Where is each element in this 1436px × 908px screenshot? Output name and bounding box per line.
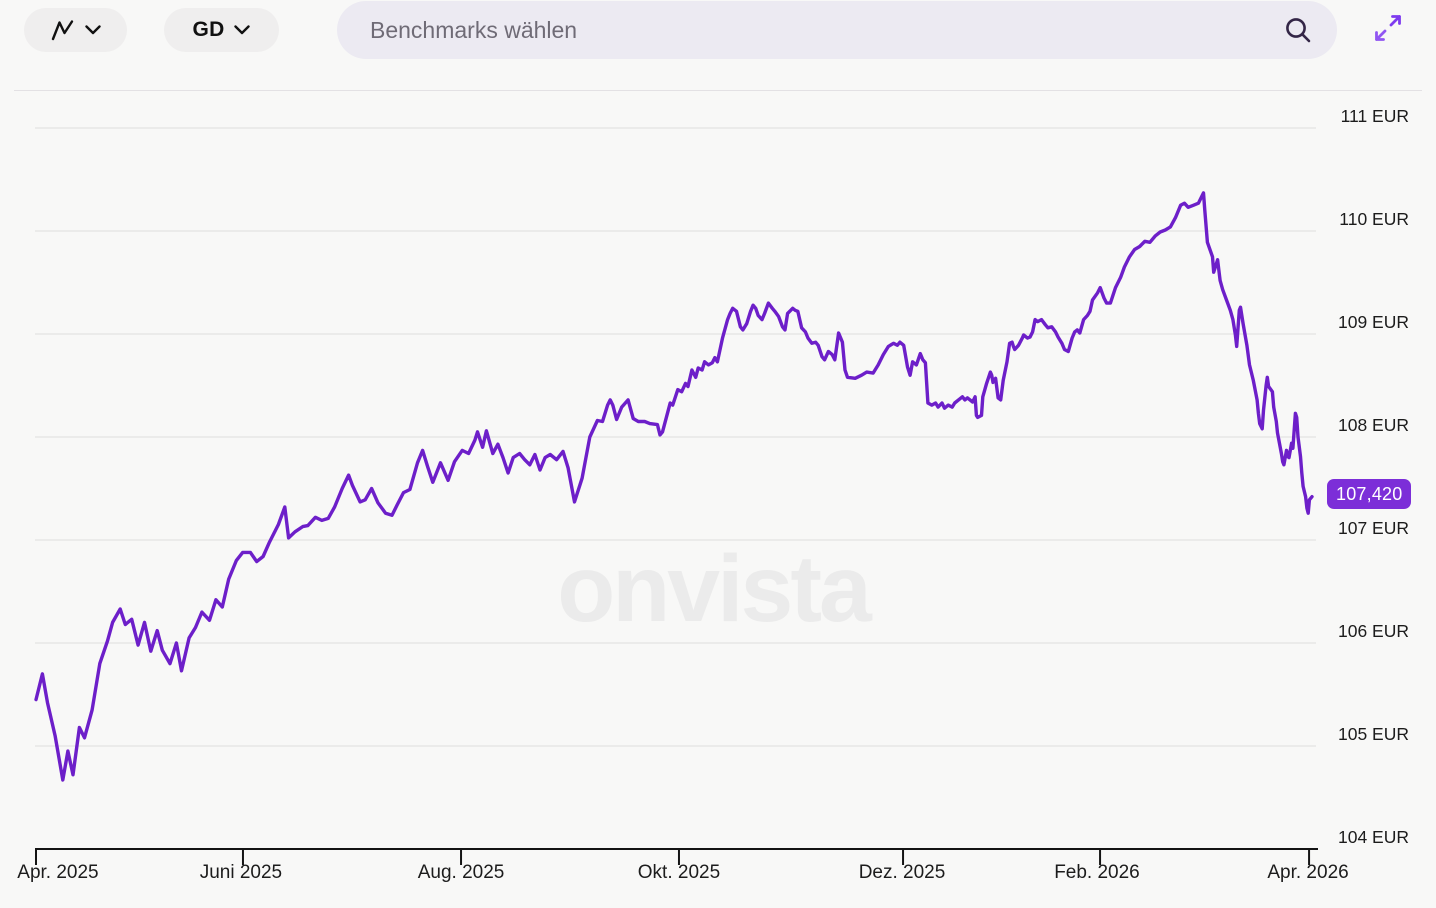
toolbar-separator (14, 90, 1422, 91)
price-line-series (34, 191, 1314, 782)
chart-type-button[interactable] (24, 8, 127, 52)
price-line-plot[interactable] (0, 90, 1436, 908)
y-axis-label: 105 EUR (1337, 724, 1409, 744)
y-axis-label: 108 EUR (1337, 415, 1409, 435)
chevron-down-icon (234, 25, 251, 35)
chart-toolbar: GD Benchmarks wählen (0, 0, 1436, 90)
price-chart[interactable]: onvista 111 EUR 110 EUR 109 EUR 108 EUR 107 … (0, 90, 1436, 908)
y-axis-label: 104 EUR (1337, 827, 1409, 847)
benchmark-search-field[interactable]: Benchmarks wählen (337, 1, 1337, 59)
y-axis-label: 107 EUR (1337, 518, 1409, 538)
moving-average-gd-button[interactable]: GD (164, 8, 279, 52)
onvista-watermark: onvista (557, 536, 872, 643)
x-axis-label: Aug. 2025 (417, 862, 505, 883)
chevron-down-icon (85, 25, 101, 35)
gd-button-label: GD (192, 18, 225, 41)
x-axis-label: Juni 2025 (199, 862, 283, 883)
last-price-badge: 107,420 (1327, 479, 1412, 509)
y-axis-label: 110 EUR (1339, 209, 1409, 229)
x-axis-label: Apr. 2025 (17, 862, 99, 883)
x-axis-label: Apr. 2026 (1267, 862, 1349, 883)
x-axis-label: Feb. 2026 (1054, 862, 1140, 883)
search-icon[interactable] (1283, 15, 1313, 45)
fullscreen-expand-button[interactable] (1366, 6, 1410, 50)
y-axis-label: 111 EUR (1340, 106, 1409, 126)
y-axis-label: 106 EUR (1337, 621, 1409, 641)
y-axis-label: 109 EUR (1337, 312, 1409, 332)
line-chart-icon (50, 18, 75, 43)
benchmark-search-placeholder: Benchmarks wählen (370, 16, 578, 43)
x-axis-label: Okt. 2025 (637, 862, 721, 883)
expand-arrows-icon (1370, 10, 1406, 46)
x-axis-label: Dez. 2025 (858, 862, 946, 883)
